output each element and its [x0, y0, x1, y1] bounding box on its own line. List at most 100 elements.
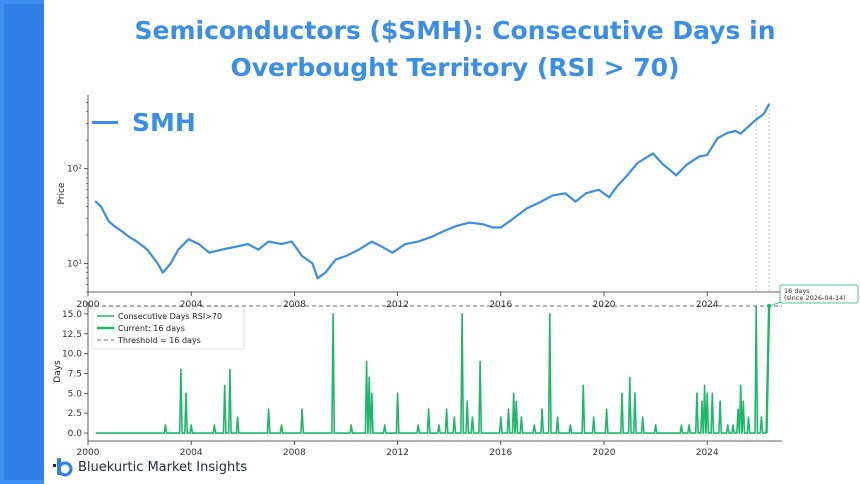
price-data-point — [208, 251, 211, 254]
days-spike-peak — [703, 384, 706, 387]
days-legend-box — [91, 306, 245, 350]
price-y-axis-label: Price — [57, 182, 67, 204]
legend-label-current: Current: 16 days — [118, 324, 185, 333]
price-data-point — [685, 163, 688, 166]
annotation-line-1: 16 days — [784, 287, 810, 295]
days-spike-peak — [350, 424, 352, 426]
days-spike-peak — [471, 416, 474, 418]
price-data-point — [257, 248, 260, 251]
price-data-point — [370, 240, 373, 243]
days-spike-peak — [755, 305, 758, 307]
legend-label-threshold: Threshold = 16 days — [117, 336, 201, 345]
price-data-point — [456, 224, 458, 227]
days-spike-peak — [680, 424, 683, 426]
days-spike-peak — [180, 368, 182, 371]
price-data-point — [652, 152, 654, 155]
price-data-point — [146, 248, 149, 251]
price-data-point — [512, 217, 515, 220]
price-data-point — [334, 258, 337, 261]
days-y-tick-label: 2.5 — [68, 409, 82, 419]
days-spike-peak — [417, 424, 420, 426]
days-spike-peak — [582, 384, 585, 387]
days-spike-peak — [164, 424, 167, 426]
days-x-tick-label: 2004 — [180, 448, 203, 458]
chart-title: Semiconductors ($SMH): Consecutive Days … — [134, 16, 776, 82]
days-spike-peak — [461, 313, 463, 315]
price-data-point — [316, 277, 319, 280]
days-y-axis-label: Days — [53, 360, 63, 383]
price-data-point — [391, 251, 394, 254]
current-run-line — [765, 305, 771, 434]
price-data-point — [345, 255, 347, 257]
days-spike-peak — [556, 416, 559, 418]
price-y-tick-label: 10² — [67, 165, 82, 175]
price-data-point — [161, 271, 164, 274]
days-spike-peak — [628, 376, 631, 379]
price-legend-label: SMH — [132, 108, 196, 137]
price-data-point — [311, 262, 314, 265]
price-data-point — [99, 205, 102, 208]
price-x-tick-label: 2004 — [180, 300, 203, 310]
price-legend: SMH — [92, 108, 196, 137]
price-data-point — [198, 243, 200, 246]
price-data-point — [324, 271, 327, 274]
price-data-point — [734, 130, 737, 132]
days-spike-peak — [654, 424, 657, 426]
price-data-point — [107, 220, 110, 223]
days-x-tick-label: 2016 — [489, 448, 512, 458]
price-data-point — [499, 226, 502, 229]
days-spike-peak — [605, 408, 608, 411]
days-spike-peak — [280, 424, 283, 426]
days-spike-peak — [696, 392, 698, 395]
price-data-point — [763, 112, 765, 115]
price-series-line — [94, 103, 771, 280]
days-x-tick-label: 2020 — [593, 448, 616, 458]
price-data-point — [675, 174, 678, 177]
price-data-point — [525, 207, 528, 210]
price-x-tick-label: 2008 — [283, 300, 306, 310]
days-spike-peak — [706, 392, 708, 395]
price-data-point — [726, 131, 729, 134]
days-y-tick-label: 5.0 — [68, 389, 83, 399]
price-data-point — [755, 118, 758, 121]
price-data-point — [662, 163, 665, 166]
left-accent-bar-inner — [4, 4, 44, 480]
days-y-tick-label: 12.5 — [62, 330, 82, 340]
price-data-point — [187, 238, 190, 241]
days-spike-peak — [438, 424, 440, 426]
price-data-point — [615, 185, 618, 188]
days-spike-peak — [549, 313, 551, 315]
price-data-point — [280, 243, 283, 246]
price-x-tick-label: 2000 — [77, 300, 100, 310]
price-data-point — [706, 153, 709, 156]
days-spike-peak — [507, 408, 510, 411]
days-spike-peak — [427, 408, 430, 411]
price-data-point — [636, 162, 639, 164]
price-data-point — [468, 221, 471, 224]
price-data-point — [404, 243, 407, 246]
price-data-point — [768, 103, 771, 106]
days-spike-peak — [727, 424, 729, 426]
price-data-point — [564, 192, 567, 195]
price-y-tick-label: 10¹ — [67, 259, 82, 269]
days-spike-peak — [479, 360, 481, 363]
price-data-point — [120, 230, 123, 232]
price-data-point — [234, 245, 236, 248]
annotation-box — [779, 284, 859, 304]
days-spike-peak — [742, 400, 745, 403]
days-y-tick-label: 0.0 — [68, 429, 83, 439]
days-x-tick-label: 2012 — [386, 448, 409, 458]
price-x-tick-label: 2016 — [489, 300, 512, 310]
price-data-point — [267, 240, 270, 243]
price-data-point — [551, 194, 554, 197]
days-spike-peak — [520, 416, 523, 418]
days-spike-peak — [445, 408, 448, 411]
days-spike-peak — [719, 400, 721, 403]
days-spike-peak — [190, 424, 192, 426]
days-spike-peak — [267, 408, 270, 411]
price-data-point — [290, 240, 293, 243]
price-data-point — [430, 236, 433, 238]
days-spike-peak — [332, 313, 334, 315]
price-data-point — [357, 248, 360, 251]
